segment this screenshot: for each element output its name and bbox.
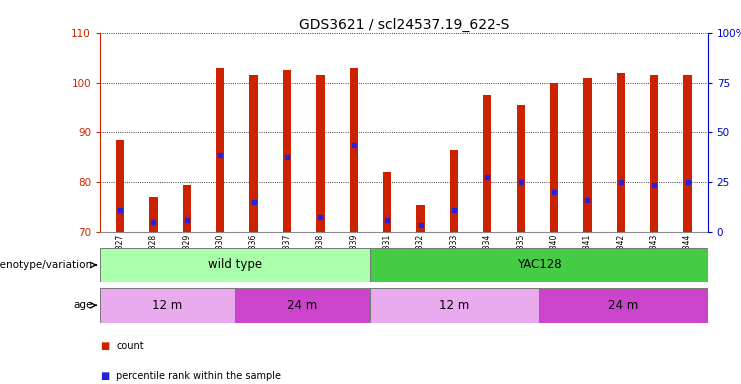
Bar xyxy=(516,105,525,232)
Bar xyxy=(550,83,558,232)
Bar xyxy=(539,288,708,323)
Bar xyxy=(450,150,458,232)
Bar xyxy=(216,68,225,232)
Text: age: age xyxy=(73,300,93,310)
Text: YAC128: YAC128 xyxy=(516,258,561,271)
Text: ■: ■ xyxy=(100,371,109,381)
Bar xyxy=(683,75,692,232)
Bar xyxy=(100,288,235,323)
Bar xyxy=(116,140,124,232)
Text: wild type: wild type xyxy=(208,258,262,271)
Bar xyxy=(316,75,325,232)
Text: genotype/variation: genotype/variation xyxy=(0,260,93,270)
Bar xyxy=(650,75,659,232)
Text: count: count xyxy=(116,341,144,351)
Text: 24 m: 24 m xyxy=(608,299,639,312)
Bar xyxy=(483,95,491,232)
Bar xyxy=(370,248,708,282)
Text: ■: ■ xyxy=(100,341,109,351)
Bar xyxy=(370,288,539,323)
Bar xyxy=(283,70,291,232)
Bar xyxy=(416,205,425,232)
Bar xyxy=(183,185,191,232)
Text: percentile rank within the sample: percentile rank within the sample xyxy=(116,371,282,381)
Bar xyxy=(383,172,391,232)
Text: 12 m: 12 m xyxy=(439,299,470,312)
Bar xyxy=(100,248,370,282)
Bar xyxy=(235,288,370,323)
Title: GDS3621 / scl24537.19_622-S: GDS3621 / scl24537.19_622-S xyxy=(299,18,509,31)
Bar xyxy=(583,78,591,232)
Text: 12 m: 12 m xyxy=(153,299,183,312)
Bar xyxy=(250,75,258,232)
Text: 24 m: 24 m xyxy=(288,299,318,312)
Bar xyxy=(149,197,158,232)
Bar xyxy=(350,68,358,232)
Bar xyxy=(617,73,625,232)
